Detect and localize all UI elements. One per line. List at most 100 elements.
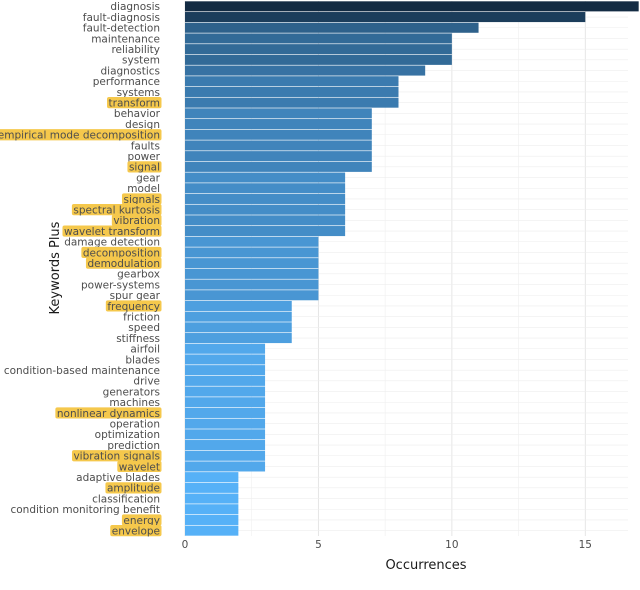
bar bbox=[185, 108, 372, 119]
label-highlight bbox=[127, 161, 162, 173]
category-label-group: reliability bbox=[111, 44, 160, 56]
category-label-group: speed bbox=[128, 322, 160, 334]
bar bbox=[185, 365, 266, 376]
category-label-group: spectral kurtosis bbox=[71, 204, 162, 216]
bar bbox=[185, 33, 452, 44]
category-label: gearbox bbox=[117, 269, 160, 281]
bar bbox=[185, 279, 319, 290]
category-label-group: operation bbox=[110, 418, 160, 430]
label-highlight bbox=[107, 97, 162, 109]
bar bbox=[185, 65, 426, 76]
category-label-group: gearbox bbox=[117, 269, 160, 281]
bar bbox=[185, 461, 266, 472]
x-tick-label: 10 bbox=[445, 539, 458, 551]
bar bbox=[185, 268, 319, 279]
category-label-group: drive bbox=[133, 376, 160, 388]
category-label: speed bbox=[128, 322, 160, 334]
bars bbox=[185, 1, 639, 536]
bar bbox=[185, 525, 239, 536]
category-label-group: model bbox=[127, 183, 160, 195]
category-label-group: design bbox=[125, 119, 160, 131]
category-label-group: vibration signals bbox=[71, 450, 162, 463]
category-label-group: transform bbox=[107, 97, 162, 109]
category-label-group: power bbox=[128, 151, 161, 163]
category-label: drive bbox=[133, 376, 160, 388]
category-label-group: signal bbox=[127, 161, 162, 174]
bar bbox=[185, 193, 346, 204]
category-label-group: condition monitoring benefit bbox=[10, 504, 160, 516]
category-label-group: signals bbox=[121, 193, 162, 206]
category-label: signals bbox=[123, 194, 160, 206]
bar bbox=[185, 86, 399, 97]
y-axis-title: Keywords Plus bbox=[48, 221, 63, 314]
category-label: performance bbox=[93, 76, 160, 88]
x-axis-ticks: 0 5 10 15 bbox=[182, 539, 592, 551]
bar bbox=[185, 300, 292, 311]
category-label: signal bbox=[129, 162, 160, 174]
category-label: behavior bbox=[114, 108, 161, 120]
bar bbox=[185, 236, 319, 247]
label-highlight bbox=[117, 460, 162, 473]
category-label-group: spur gear bbox=[110, 290, 161, 302]
bar bbox=[185, 247, 319, 258]
bar bbox=[185, 22, 479, 33]
category-label-group: envelope bbox=[110, 525, 162, 537]
category-label-group: condition-based maintenance bbox=[4, 365, 160, 377]
category-label: classification bbox=[92, 493, 160, 505]
category-labels: diagnosisfault-diagnosisfault-detectionm… bbox=[0, 1, 162, 537]
category-label-group: optimization bbox=[95, 429, 160, 441]
category-label-group: diagnostics bbox=[100, 65, 160, 77]
bar bbox=[185, 311, 292, 322]
category-label-group: fault-detection bbox=[83, 23, 160, 35]
x-tick-label: 0 bbox=[182, 539, 189, 551]
category-label-group: nonlinear dynamics bbox=[55, 407, 162, 420]
category-label: power-systems bbox=[81, 279, 160, 291]
label-highlight bbox=[55, 407, 162, 419]
label-highlight bbox=[110, 525, 162, 537]
bar bbox=[185, 375, 266, 386]
category-label-group: damage detection bbox=[64, 237, 160, 249]
category-label-group: airfoil bbox=[130, 344, 160, 356]
label-highlight bbox=[121, 514, 162, 526]
bar bbox=[185, 151, 372, 162]
category-label: stiffness bbox=[116, 333, 160, 345]
category-label: wavelet transform bbox=[64, 226, 160, 238]
bar bbox=[185, 258, 319, 269]
category-label: diagnosis bbox=[110, 1, 160, 13]
category-label: systems bbox=[117, 87, 160, 99]
category-label: model bbox=[127, 183, 160, 195]
bar bbox=[185, 386, 266, 397]
category-label: prediction bbox=[107, 440, 160, 452]
category-label: vibration bbox=[113, 215, 160, 227]
label-highlight bbox=[85, 257, 162, 269]
bar bbox=[185, 1, 639, 12]
bar bbox=[185, 172, 346, 183]
label-highlight bbox=[105, 300, 162, 312]
category-label-group: faults bbox=[131, 140, 160, 152]
label-highlight bbox=[71, 450, 162, 462]
category-label-group: gear bbox=[136, 172, 161, 184]
bar bbox=[185, 161, 372, 172]
category-label: condition-based maintenance bbox=[4, 365, 160, 377]
bar bbox=[185, 514, 239, 525]
bar bbox=[185, 215, 346, 226]
x-tick-label: 15 bbox=[579, 539, 592, 551]
label-highlight bbox=[121, 193, 162, 205]
category-label-group: power-systems bbox=[81, 279, 160, 291]
category-label-group: energy bbox=[121, 514, 162, 527]
bar bbox=[185, 397, 266, 408]
bar bbox=[185, 97, 399, 108]
category-label: diagnostics bbox=[100, 65, 160, 77]
category-label: power bbox=[128, 151, 161, 163]
category-label: decomposition bbox=[83, 247, 160, 259]
bar bbox=[185, 290, 319, 301]
category-label-group: wavelet transform bbox=[62, 225, 162, 238]
category-label: friction bbox=[123, 311, 160, 323]
category-label-group: stiffness bbox=[116, 333, 160, 345]
category-label-group: demodulation bbox=[85, 257, 162, 270]
bar bbox=[185, 129, 372, 140]
category-label: demodulation bbox=[87, 258, 160, 270]
category-label-group: empirical mode decomposition bbox=[0, 129, 162, 142]
category-label: operation bbox=[110, 418, 160, 430]
